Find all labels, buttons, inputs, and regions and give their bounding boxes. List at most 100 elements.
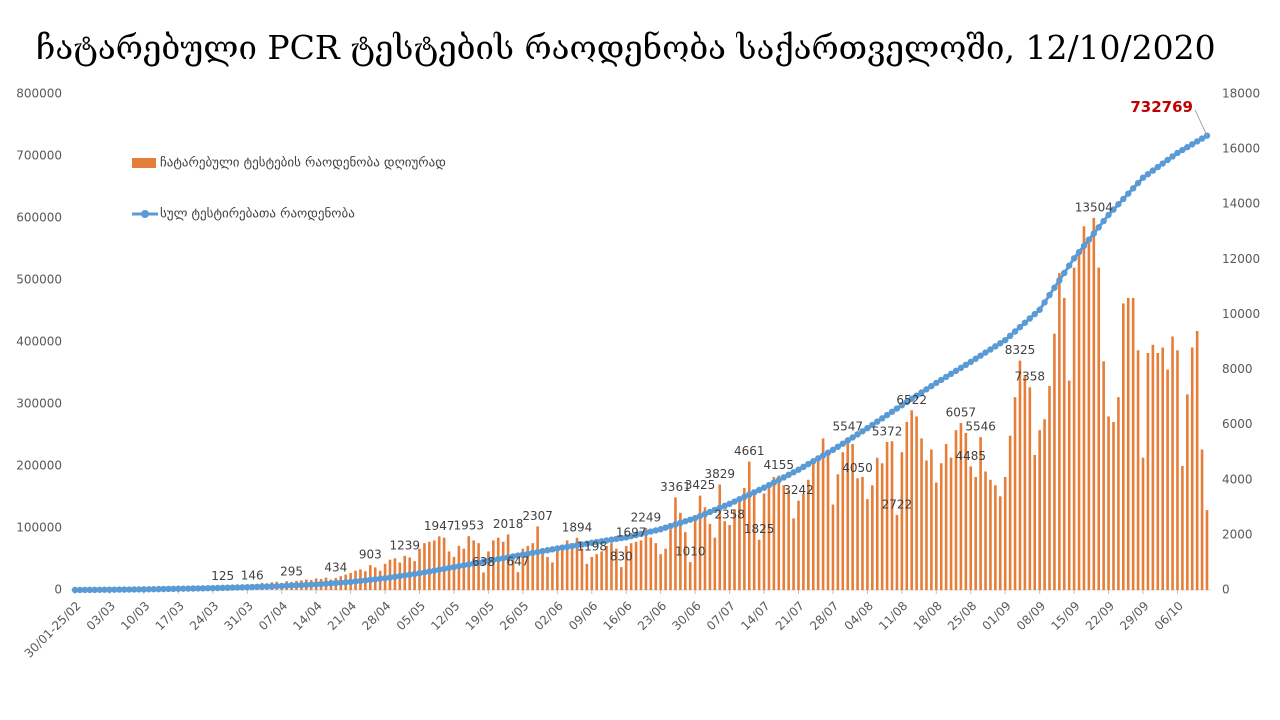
data-label: 434 bbox=[324, 561, 347, 575]
line-marker bbox=[524, 550, 531, 557]
bar bbox=[1038, 430, 1041, 590]
bar bbox=[856, 478, 859, 590]
bar bbox=[1161, 347, 1165, 590]
x-tick-label: 14/04 bbox=[290, 599, 324, 633]
line-marker bbox=[549, 546, 556, 553]
line-marker bbox=[219, 584, 226, 592]
bar bbox=[629, 543, 633, 590]
line-marker bbox=[86, 586, 93, 594]
bar bbox=[920, 438, 923, 590]
x-tick-label: 21/04 bbox=[325, 599, 359, 633]
line-marker bbox=[952, 367, 960, 375]
line-marker bbox=[1115, 201, 1122, 208]
line-marker bbox=[883, 411, 891, 419]
line-marker bbox=[731, 498, 738, 505]
y-tick-label: 800000 bbox=[16, 87, 62, 101]
bar bbox=[536, 526, 539, 590]
line-marker bbox=[76, 586, 84, 594]
bar bbox=[807, 479, 810, 590]
line-marker bbox=[189, 585, 197, 592]
bar bbox=[816, 460, 820, 590]
line-marker bbox=[1110, 206, 1117, 213]
line-marker bbox=[234, 584, 241, 591]
line-marker bbox=[746, 491, 753, 498]
line-marker bbox=[962, 361, 970, 369]
line-marker bbox=[751, 489, 758, 496]
bar bbox=[831, 504, 835, 590]
line-marker bbox=[667, 522, 674, 530]
line-marker bbox=[445, 564, 453, 572]
line-marker bbox=[436, 566, 443, 573]
x-tick-label: 02/06 bbox=[532, 599, 566, 633]
line-marker bbox=[1036, 306, 1043, 313]
line-marker bbox=[696, 512, 704, 520]
data-label: 146 bbox=[241, 568, 264, 582]
bar bbox=[1008, 435, 1012, 590]
bar bbox=[939, 463, 943, 590]
line-marker bbox=[775, 476, 783, 484]
x-tick-label: 08/09 bbox=[1014, 599, 1048, 633]
x-tick-label: 29/09 bbox=[1117, 599, 1151, 633]
line-marker bbox=[1189, 141, 1196, 148]
data-label: 8325 bbox=[1005, 343, 1036, 357]
bar bbox=[782, 485, 786, 590]
bar bbox=[723, 521, 726, 590]
line-marker bbox=[372, 576, 379, 583]
line-marker bbox=[972, 355, 979, 362]
y2-tick-label: 10000 bbox=[1222, 307, 1260, 321]
line-marker bbox=[170, 585, 177, 593]
data-label: 1953 bbox=[453, 519, 484, 533]
data-label: 2722 bbox=[882, 497, 913, 511]
x-tick-label: 15/09 bbox=[1048, 599, 1082, 633]
line-marker bbox=[618, 534, 625, 542]
bar bbox=[895, 514, 899, 590]
x-tick-label: 26/05 bbox=[497, 599, 531, 633]
line-marker bbox=[160, 585, 167, 593]
bar bbox=[1067, 380, 1071, 590]
bar bbox=[649, 537, 653, 590]
data-label: 638 bbox=[472, 555, 495, 569]
line-marker bbox=[657, 526, 664, 533]
line-marker bbox=[185, 585, 192, 592]
line-marker bbox=[406, 571, 413, 578]
legend-swatch bbox=[132, 158, 156, 168]
bar bbox=[861, 477, 864, 590]
line-marker bbox=[248, 583, 256, 591]
bar bbox=[1195, 330, 1199, 590]
bar bbox=[1107, 416, 1110, 590]
line-marker bbox=[1021, 319, 1029, 326]
line-marker bbox=[1134, 179, 1142, 187]
line-marker bbox=[283, 582, 290, 589]
line-marker bbox=[716, 504, 723, 512]
label-leader bbox=[1194, 109, 1208, 136]
bar bbox=[984, 471, 987, 590]
data-label: 1697 bbox=[616, 526, 647, 540]
bar bbox=[1072, 267, 1076, 590]
bar bbox=[615, 548, 618, 590]
line-marker bbox=[706, 508, 714, 516]
line-marker bbox=[992, 343, 999, 350]
y2-tick-label: 18000 bbox=[1222, 87, 1260, 101]
line-marker bbox=[224, 584, 231, 591]
line-marker bbox=[416, 570, 423, 577]
bar bbox=[556, 548, 559, 590]
line-marker bbox=[253, 583, 261, 591]
line-marker bbox=[357, 577, 364, 585]
y2-tick-label: 12000 bbox=[1222, 252, 1260, 266]
bar bbox=[708, 523, 712, 590]
bar bbox=[757, 539, 761, 590]
line-marker bbox=[391, 573, 399, 581]
x-tick-label: 25/08 bbox=[945, 599, 979, 633]
bar bbox=[600, 551, 603, 590]
line-marker bbox=[893, 405, 901, 412]
line-marker bbox=[800, 463, 807, 471]
line-marker bbox=[362, 577, 369, 584]
line-marker bbox=[91, 586, 98, 594]
bar bbox=[442, 537, 446, 590]
bar bbox=[728, 525, 731, 590]
line-marker bbox=[71, 586, 79, 594]
x-tick-label: 30/01-25/02 bbox=[22, 599, 84, 661]
bar bbox=[885, 441, 889, 590]
data-label: 647 bbox=[507, 555, 530, 569]
